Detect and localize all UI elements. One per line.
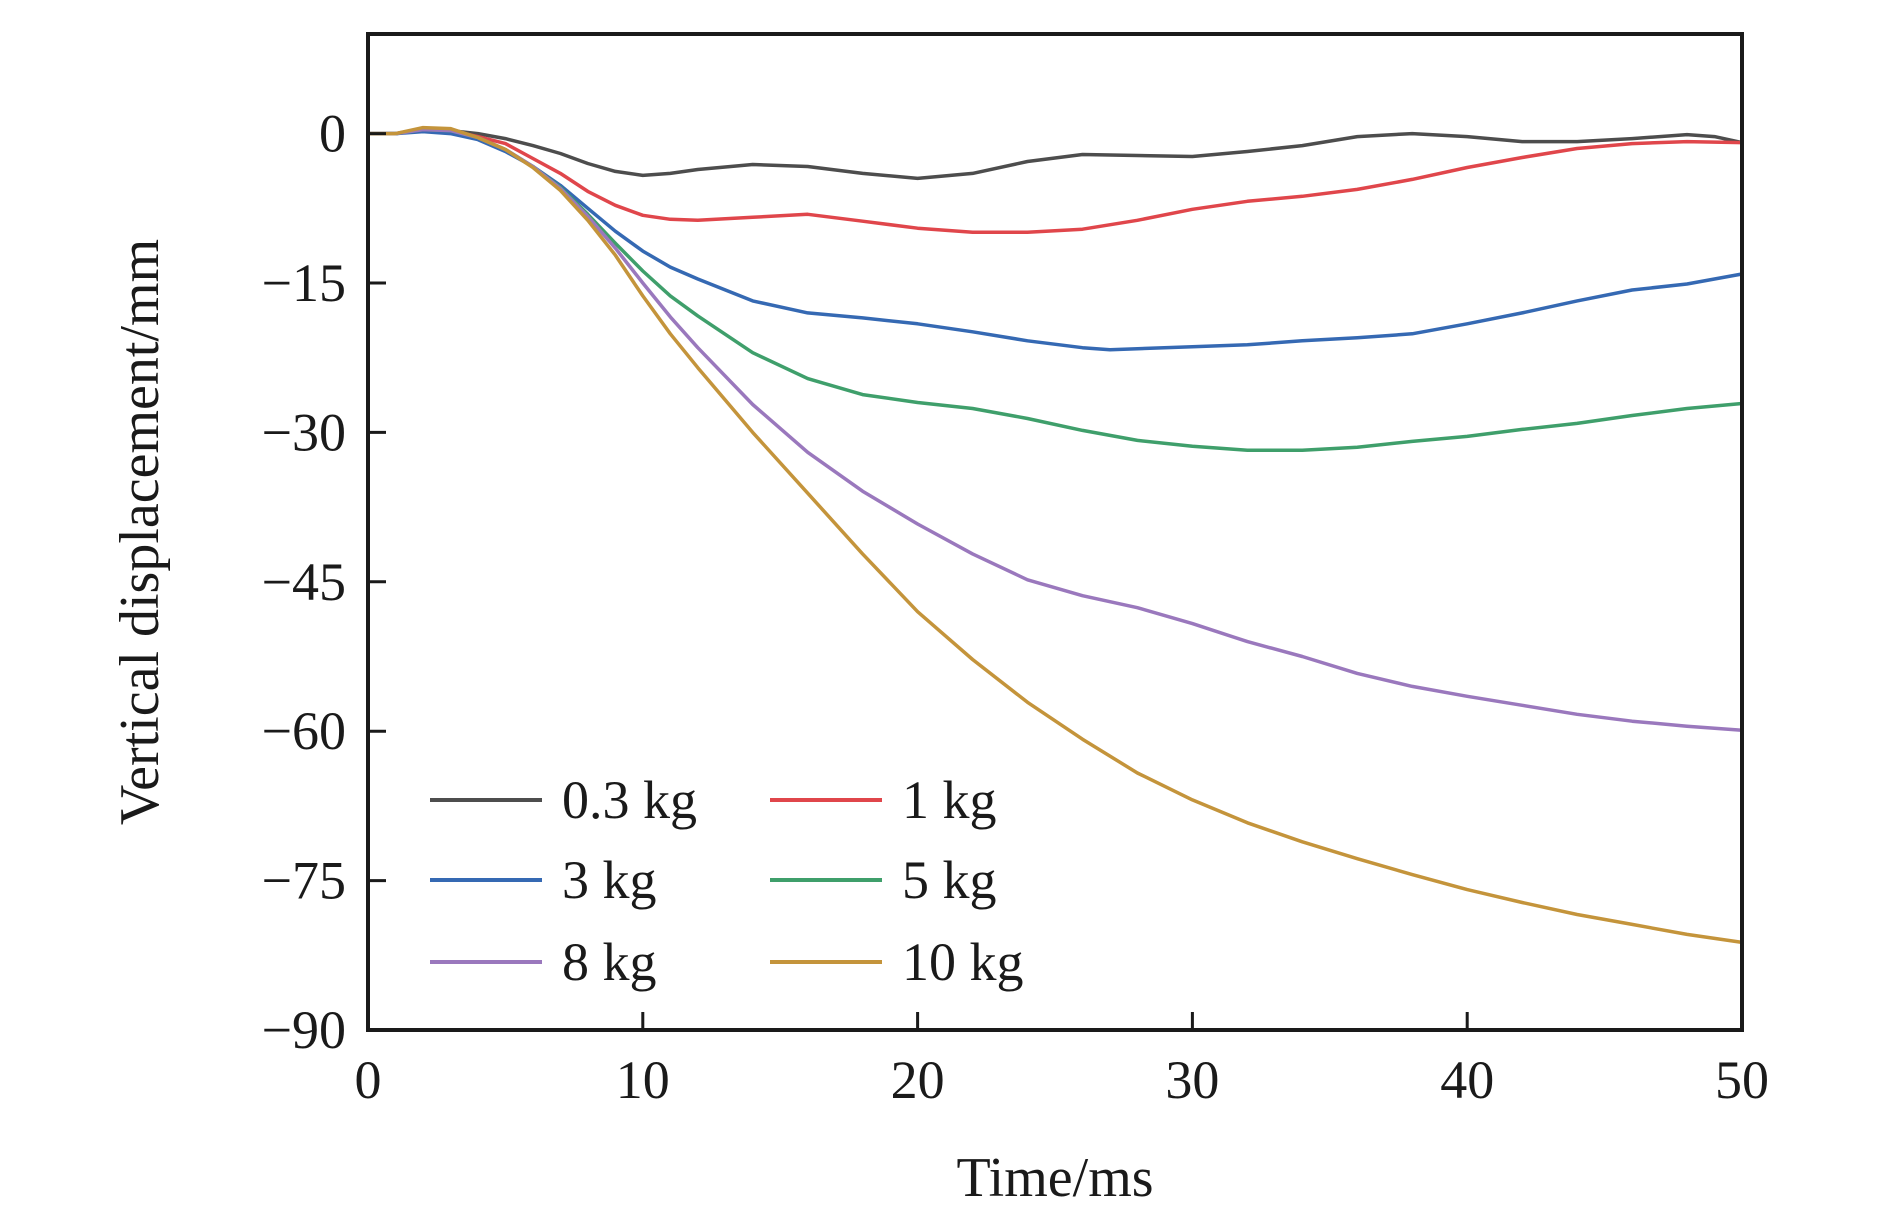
x-axis-ticks: 0 10 20 30 40 50 [355,1012,1769,1110]
x-tick-label: 40 [1440,1050,1494,1110]
legend: 0.3 kg 1 kg 3 kg 5 kg 8 kg 10 kg [430,770,1024,992]
y-tick-label: −30 [262,402,346,462]
plot-frame [366,32,1744,1032]
series-line [366,127,1744,732]
series-line [366,129,1744,352]
y-axis-label: Vertical displacement/mm [109,239,171,825]
x-tick-label: 30 [1165,1050,1219,1110]
series-line [366,127,1744,453]
legend-label: 10 kg [902,932,1024,992]
legend-label: 3 kg [562,850,657,910]
y-tick-label: −15 [262,253,346,313]
y-tick-label: −45 [262,552,346,612]
y-tick-label: 0 [319,104,346,164]
legend-label: 8 kg [562,932,657,992]
x-tick-label: 20 [891,1050,945,1110]
legend-label: 1 kg [902,770,997,830]
y-tick-label: −60 [262,701,346,761]
series-line [366,125,1744,945]
x-tick-label: 0 [355,1050,382,1110]
y-axis-ticks: 0 −15 −30 −45 −60 −75 −90 [262,104,386,1060]
legend-label: 0.3 kg [562,770,697,830]
series-line [366,126,1744,234]
series-line [366,128,1744,181]
x-axis-label: Time/ms [956,1147,1153,1209]
y-tick-label: −75 [262,851,346,911]
y-tick-label: −90 [262,1000,346,1060]
x-tick-label: 10 [616,1050,670,1110]
x-tick-label: 50 [1715,1050,1769,1110]
legend-label: 5 kg [902,850,997,910]
series-layer [366,125,1744,945]
